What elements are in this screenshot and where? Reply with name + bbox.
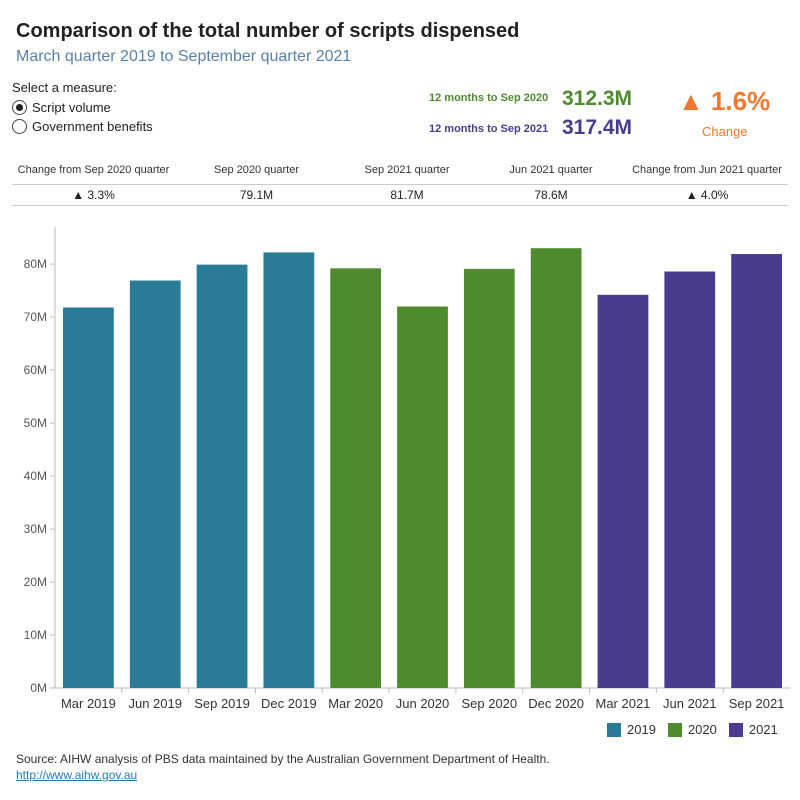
bar-jun-2019 [129, 280, 181, 688]
summary-header: Sep 2021 quarter [364, 164, 450, 176]
legend-label: 2019 [627, 722, 656, 737]
bar-jun-2021 [664, 271, 716, 688]
legend-item-2020: 2020 [667, 722, 717, 737]
x-tick-label: Jun 2019 [128, 696, 182, 711]
bar-jun-2020 [397, 306, 448, 688]
legend-label: 2021 [748, 722, 778, 737]
x-tick-label: Mar 2020 [328, 696, 383, 711]
bar-dec-2019 [263, 252, 315, 688]
bar-sep-2019 [196, 264, 248, 688]
kpi-change-label: Change [702, 124, 748, 139]
legend-label: 2020 [687, 722, 717, 737]
summary-header: Change from Jun 2021 quarter [632, 164, 782, 176]
summary-value: 78.6M [534, 188, 568, 202]
legend-item-2021: 2021 [728, 722, 778, 737]
summary-table: Change from Sep 2020 quarter Sep 2020 qu… [12, 160, 788, 206]
y-tick-label: 20M [24, 575, 47, 589]
page-title: Comparison of the total number of script… [16, 20, 520, 42]
x-tick-label: Mar 2021 [595, 696, 650, 711]
x-tick-label: Sep 2019 [194, 696, 250, 711]
chart-legend: 2019 2020 2021 [607, 722, 790, 737]
radio-option-label: Script volume [32, 100, 111, 115]
legend-swatch [667, 722, 682, 737]
y-tick-label: 60M [24, 363, 47, 377]
x-tick-label: Dec 2019 [261, 696, 317, 711]
radio-option-government-benefits[interactable]: Government benefits [12, 117, 153, 136]
radio-button-unselected[interactable] [12, 119, 27, 134]
bar-dec-2020 [530, 248, 582, 688]
radio-option-label: Government benefits [32, 119, 153, 134]
bar-mar-2019 [63, 307, 114, 688]
measure-selector-label: Select a measure: [12, 80, 117, 95]
summary-header: Jun 2021 quarter [509, 164, 593, 176]
radio-option-script-volume[interactable]: Script volume [12, 98, 153, 117]
y-tick-label: 0M [30, 681, 47, 695]
y-tick-label: 70M [24, 310, 47, 324]
kpi-prev-value: 312.3M [562, 87, 633, 110]
y-tick-label: 80M [24, 257, 47, 271]
page-subtitle: March quarter 2019 to September quarter … [16, 48, 352, 65]
summary-value: 79.1M [239, 188, 274, 202]
summary-value: ▲ 4.0% [685, 188, 729, 202]
legend-item-2019: 2019 [607, 722, 656, 737]
x-tick-label: Mar 2019 [61, 696, 116, 711]
legend-swatch [607, 722, 621, 737]
legend-swatch [728, 722, 743, 737]
y-tick-label: 30M [24, 522, 47, 536]
source-link[interactable]: http://www.aihw.gov.au [16, 768, 138, 782]
x-tick-label: Sep 2021 [729, 696, 785, 711]
bar-chart: 0M 10M 20M 30M 40M 50M 60M 70M 80M Mar 2019 Jun 20… [24, 227, 790, 711]
kpi-curr-label: 12 months to Sep 2021 [429, 123, 549, 135]
summary-header: Change from Sep 2020 quarter [17, 164, 170, 176]
measure-selector: Select a measure: Script volume Governme… [12, 80, 153, 136]
kpi-change-value: ▲ 1.6% [678, 86, 771, 116]
y-tick-label: 10M [24, 628, 47, 642]
y-tick-label: 50M [24, 416, 47, 430]
summary-value: ▲ 3.3% [72, 188, 115, 202]
bar-mar-2020 [330, 268, 382, 688]
bar-sep-2021 [731, 254, 782, 688]
x-tick-label: Dec 2020 [528, 696, 584, 711]
bar-sep-2020 [463, 268, 515, 688]
radio-button-selected[interactable] [12, 100, 27, 115]
x-tick-label: Jun 2020 [396, 696, 450, 711]
kpi-prev-label: 12 months to Sep 2020 [429, 92, 549, 104]
summary-header: Sep 2020 quarter [213, 164, 299, 176]
x-tick-label: Sep 2020 [461, 696, 517, 711]
source-note: Source: AIHW analysis of PBS data mainta… [16, 752, 550, 766]
x-tick-label: Jun 2021 [663, 696, 717, 711]
y-tick-label: 40M [24, 469, 47, 483]
summary-value: 81.7M [390, 188, 424, 202]
bar-mar-2021 [597, 294, 649, 688]
kpi-curr-value: 317.4M [562, 116, 633, 139]
